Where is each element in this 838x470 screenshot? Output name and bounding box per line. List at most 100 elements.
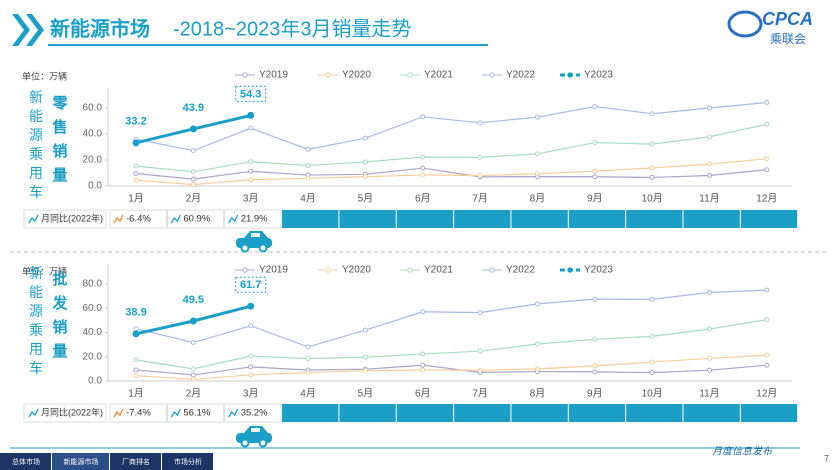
series-line: [135, 289, 767, 348]
legend-label: Y2019: [259, 70, 288, 81]
series-line: [135, 167, 767, 180]
point: [707, 172, 712, 178]
yoy-cell: [683, 210, 740, 228]
title-rest: -2018~2023年3月销量走势: [173, 17, 411, 40]
series-line: [135, 364, 767, 376]
data-label: 43.9: [183, 102, 204, 114]
measure-label: 零售销量: [51, 95, 68, 184]
point: [190, 376, 196, 382]
point: [534, 366, 540, 372]
yoy-trend: [228, 408, 239, 418]
y-tick-label: 0.0: [88, 181, 102, 192]
point: [707, 134, 712, 140]
yoy-cell: [166, 209, 225, 229]
yoy-cell: [568, 404, 626, 422]
yoy-cell: [568, 210, 626, 228]
point: [133, 177, 139, 183]
yoy-value: -7.4%: [126, 408, 151, 419]
point: [420, 114, 426, 120]
x-tick-label: 6月: [415, 388, 431, 400]
legend-marker: [325, 72, 331, 78]
x-tick-label: 6月: [415, 193, 431, 205]
legend-label: Y2021: [424, 265, 453, 276]
unit-label: 单位：万辆: [22, 265, 67, 276]
point: [362, 327, 368, 333]
footer-tab: [110, 453, 161, 470]
x-tick-label: 9月: [587, 388, 603, 400]
yoy-value: -6.4%: [126, 214, 151, 225]
point: [248, 353, 254, 359]
measure-label: 批发销量: [51, 270, 68, 360]
yoy-icon: [28, 214, 39, 224]
point: [707, 105, 712, 111]
point: [592, 363, 598, 369]
point: [592, 168, 598, 174]
x-tick-label: 3月: [243, 193, 259, 205]
y-tick-label: 20.0: [83, 155, 103, 166]
footer-tab: [162, 453, 213, 470]
yoy-cell: [396, 210, 454, 228]
point: [420, 351, 426, 357]
point: [592, 174, 598, 180]
yoy-cell: [224, 209, 282, 229]
point: [248, 323, 254, 329]
yoy-cell: [683, 404, 740, 422]
point: [477, 173, 483, 179]
point: [592, 336, 598, 342]
y-tick-label: 40.0: [83, 327, 103, 338]
point: [649, 296, 655, 302]
yoy-cell: [511, 210, 568, 228]
data-label: 38.9: [125, 307, 146, 319]
point: [477, 310, 483, 316]
x-tick-label: 10月: [642, 193, 663, 205]
y-tick-label: 60.0: [83, 303, 103, 314]
legend-marker: [325, 267, 331, 273]
x-tick-label: 10月: [642, 388, 663, 400]
car-window: [251, 428, 260, 432]
point: [764, 287, 770, 293]
footer-tab: [0, 453, 51, 470]
point: [649, 165, 655, 171]
point: [592, 104, 598, 110]
legend-label: Y2022: [506, 265, 535, 276]
point: [190, 372, 196, 378]
footer-tab-label: 厂商排名: [122, 457, 150, 466]
legend-marker: [489, 267, 495, 273]
point: [305, 370, 311, 376]
x-tick-label: 5月: [358, 193, 374, 205]
footer-tab-label: 市场分析: [174, 457, 202, 466]
header-chevrons: [12, 14, 44, 46]
car-wheel: [240, 438, 250, 448]
x-tick-label: 7月: [472, 193, 488, 205]
legend-marker: [567, 72, 573, 78]
y-tick-label: 40.0: [83, 129, 103, 140]
yoy-cell: [740, 404, 798, 422]
point: [248, 364, 254, 370]
yoy-trend: [170, 408, 181, 418]
y-tick-label: 20.0: [83, 351, 103, 362]
x-tick-label: 4月: [300, 193, 316, 205]
x-tick-label: 8月: [530, 193, 546, 205]
series-line: [135, 123, 767, 173]
legend-label: Y2020: [342, 265, 371, 276]
yoy-trend: [228, 214, 239, 224]
yoy-value: 21.9%: [241, 214, 268, 225]
car-window: [251, 233, 260, 237]
x-tick-label: 11月: [699, 193, 719, 205]
point: [649, 370, 655, 376]
data-label: 33.2: [125, 116, 146, 128]
yoy-label-cell: [23, 403, 107, 423]
point: [190, 366, 196, 372]
yoy-label: 月同比(2022年): [41, 406, 103, 417]
y-tick-label: 60.0: [83, 103, 103, 114]
x-tick-label: 11月: [699, 388, 719, 400]
yoy-icon: [28, 408, 39, 418]
point: [477, 154, 483, 160]
yoy-trend: [113, 408, 124, 418]
point: [649, 333, 655, 339]
yoy-cell: [282, 210, 339, 228]
point: [707, 161, 712, 167]
point: [362, 354, 368, 360]
point: [362, 368, 368, 374]
legend-label: Y2022: [506, 70, 535, 81]
